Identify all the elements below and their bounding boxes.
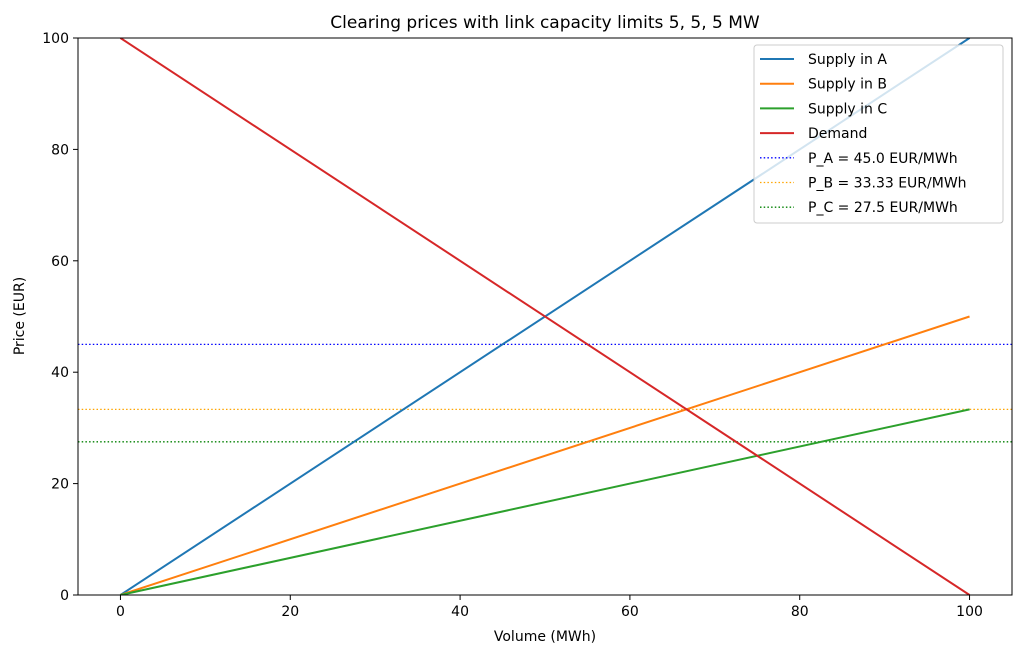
series-line-3	[119, 38, 971, 595]
legend-label: Supply in C	[808, 101, 887, 117]
legend-label: P_B = 33.33 EUR/MWh	[808, 176, 967, 192]
y-tick-label: 0	[60, 588, 69, 604]
chart-title: Clearing prices with link capacity limit…	[330, 13, 760, 33]
x-tick-label: 100	[956, 604, 983, 620]
x-tick-label: 0	[116, 604, 125, 620]
series-line-1	[120, 315, 970, 595]
x-tick-label: 80	[791, 604, 809, 620]
legend-label: Supply in A	[808, 52, 887, 68]
legend-label: Supply in B	[808, 77, 887, 93]
legend-label: Demand	[808, 126, 867, 142]
x-tick-label: 60	[621, 604, 639, 620]
legend: Supply in A Supply in B Supply in C Demand P…	[753, 44, 1004, 224]
y-tick-label: 80	[51, 142, 69, 158]
series-line-2	[120, 408, 970, 595]
plot-area: 0 20 40 60 80 100 0 20 40 60 80 100	[42, 31, 1013, 620]
legend-label: P_A = 45.0 EUR/MWh	[808, 151, 958, 167]
legend-label: P_C = 27.5 EUR/MWh	[808, 200, 958, 216]
y-tick-label: 40	[51, 365, 69, 381]
legend-box	[753, 44, 1004, 224]
axes-frame	[77, 37, 1013, 596]
x-tick-label: 40	[451, 604, 469, 620]
x-axis-label: Volume (MWh)	[494, 629, 596, 645]
y-tick-label: 20	[51, 477, 69, 493]
x-tick-label: 20	[281, 604, 299, 620]
y-tick-label: 60	[51, 254, 69, 270]
y-axis-label: Price (EUR)	[12, 277, 28, 355]
series-group	[78, 38, 1012, 595]
y-tick-label: 100	[42, 31, 69, 47]
